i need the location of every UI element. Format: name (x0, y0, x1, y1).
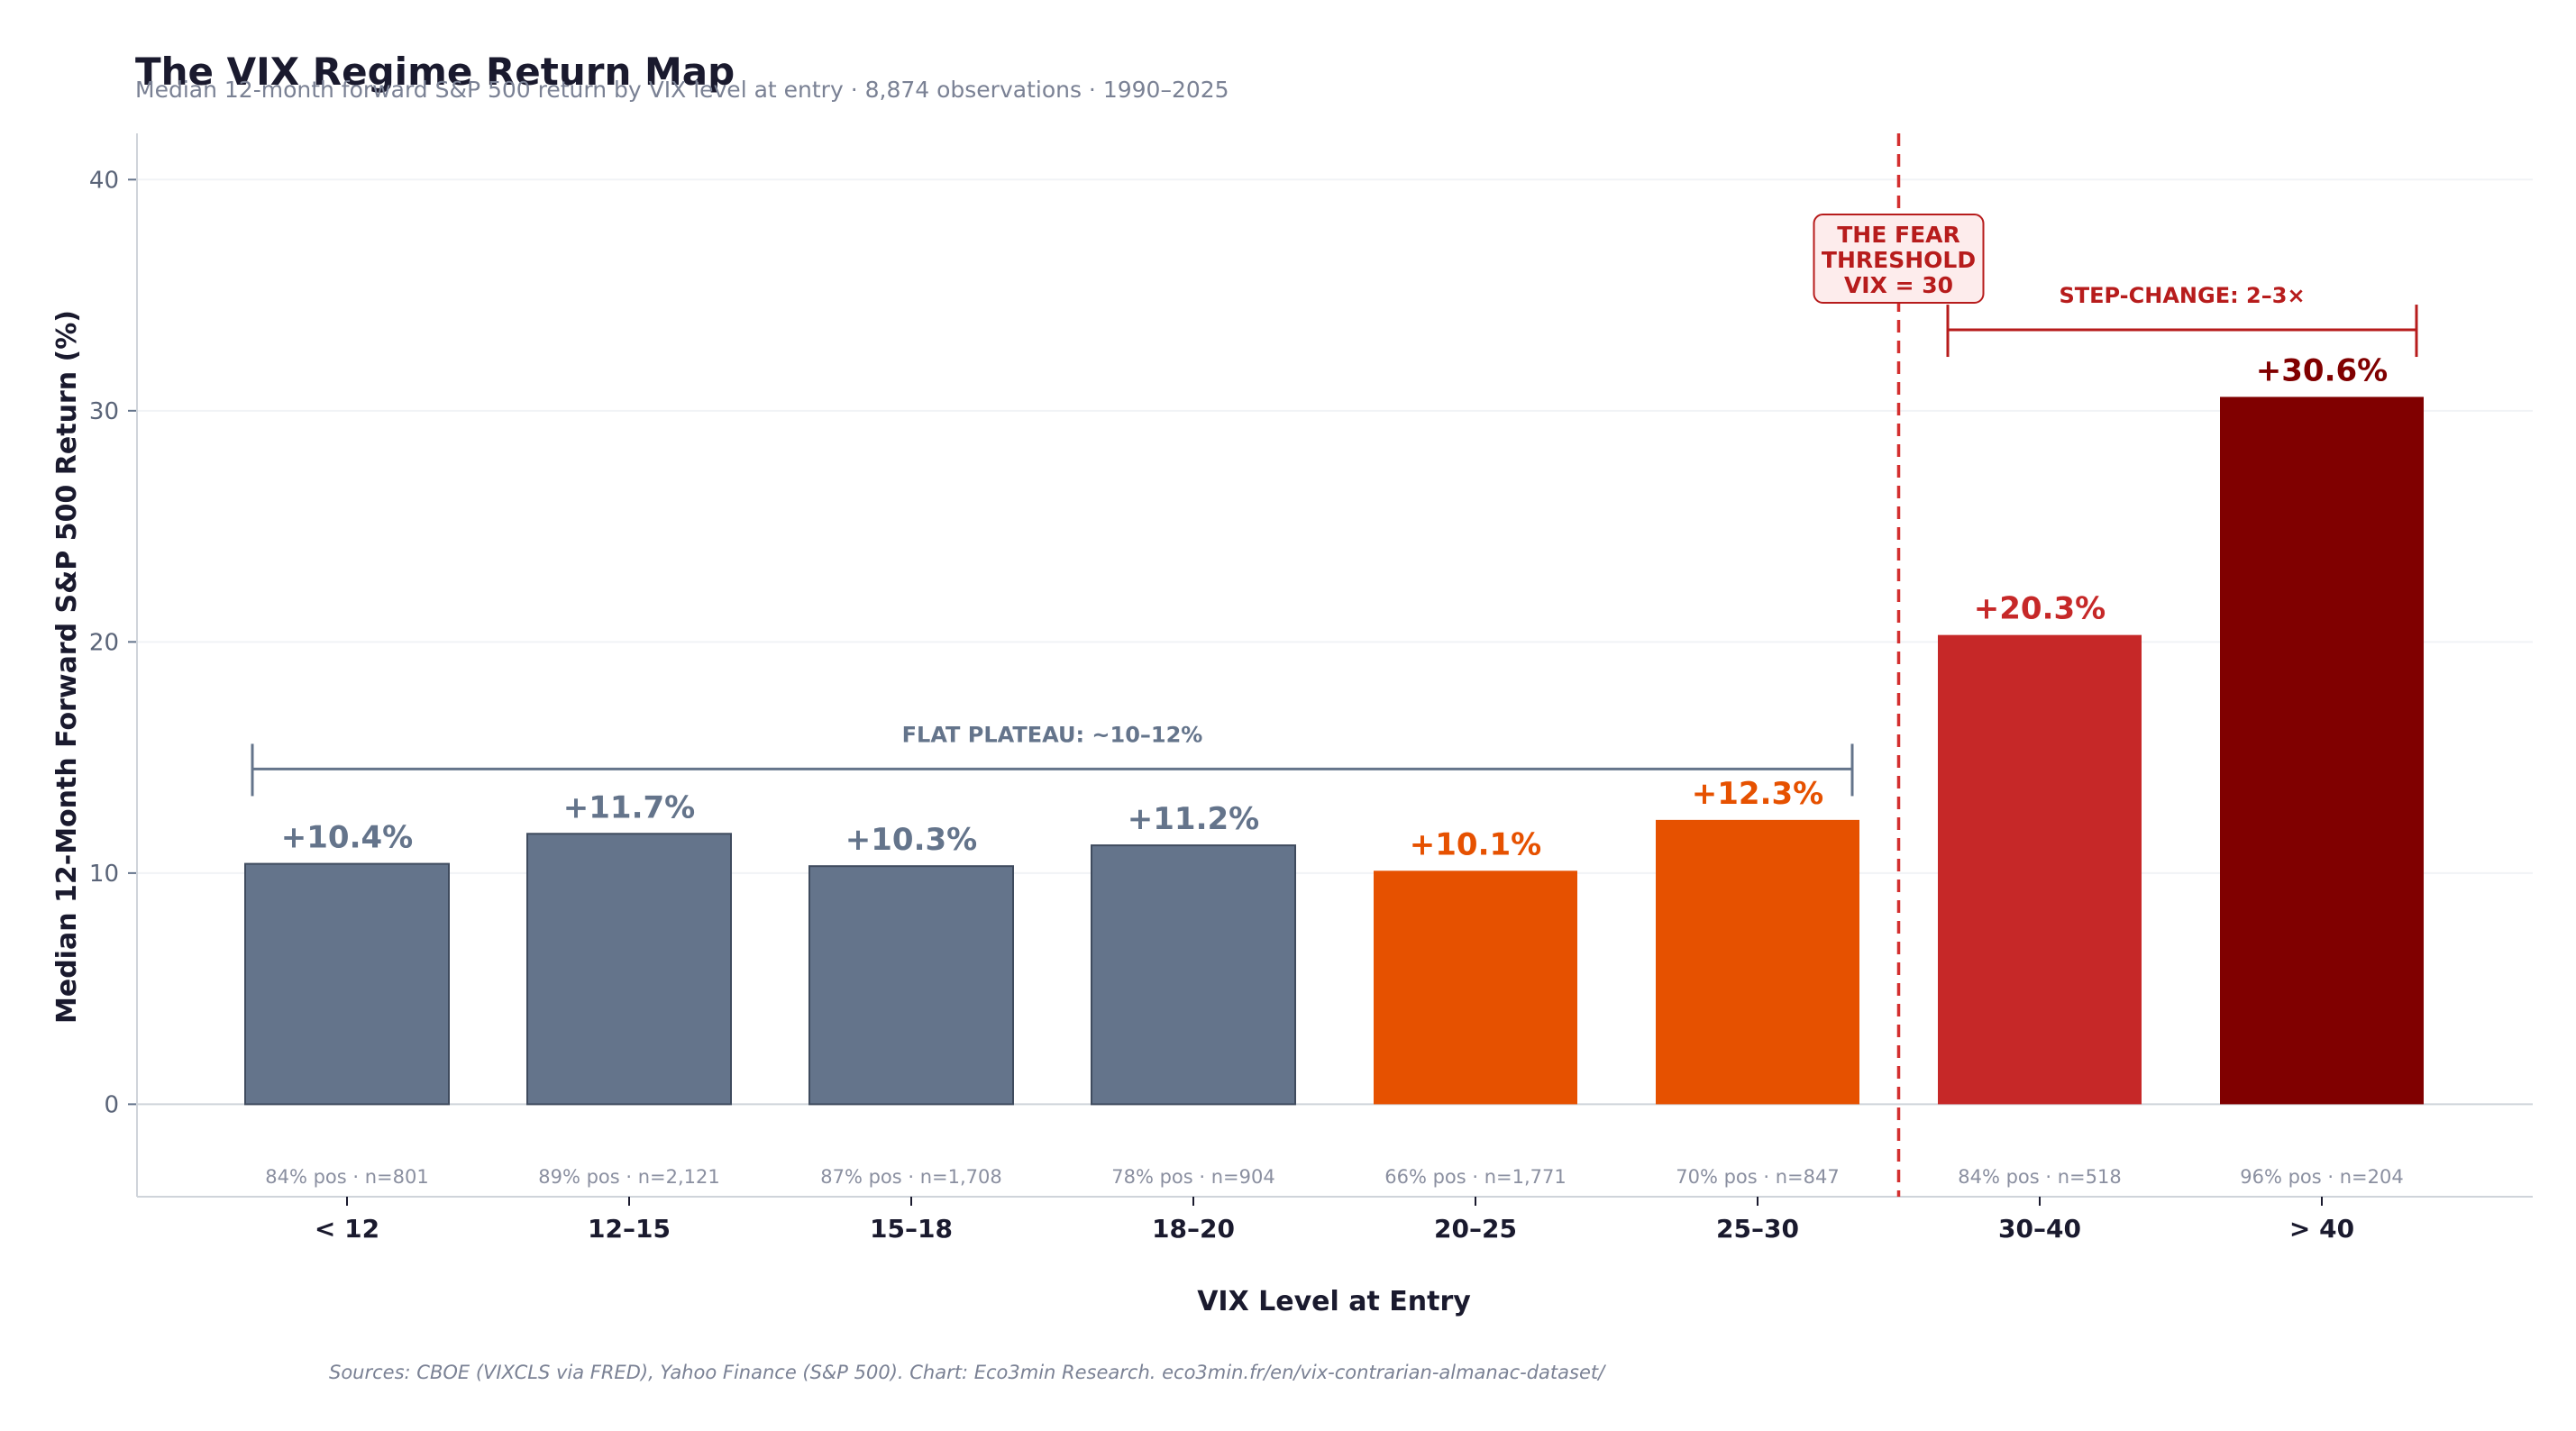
bar-value-label: +10.4% (281, 820, 413, 856)
chart-title: The VIX Regime Return Map (135, 50, 735, 94)
bar-value-label: +12.3% (1692, 776, 1823, 812)
bar-value-label: +11.2% (1128, 801, 1259, 837)
x-axis-label: VIX Level at Entry (1197, 1286, 1471, 1317)
bar-value-label: +20.3% (1974, 591, 2106, 627)
bar-6 (1656, 819, 1859, 1105)
x-tick-label: 30–40 (1998, 1214, 2081, 1244)
bar-8 (2220, 396, 2424, 1105)
sample-size-label: 78% pos · n=904 (1111, 1166, 1274, 1188)
x-tick-label: < 12 (315, 1214, 379, 1244)
threshold-label-line: THRESHOLD (1822, 247, 1976, 273)
threshold-label-box (1813, 214, 1985, 304)
bracket-label: FLAT PLATEAU: ~10–12% (902, 722, 1203, 747)
chart-subtitle: Median 12-month forward S&P 500 return b… (135, 77, 1229, 103)
y-tick-label: 0 (104, 1091, 119, 1118)
y-tick-label: 40 (89, 167, 119, 194)
bars: +10.4% 84% pos · n=801 +11.7% 89% pos · n=2… (244, 352, 2424, 1188)
sample-size-label: 87% pos · n=1,708 (820, 1166, 1002, 1188)
bar-value-label: +10.1% (1410, 826, 1541, 862)
x-tick-label: > 40 (2289, 1214, 2354, 1244)
bracket-label: STEP-CHANGE: 2–3× (2059, 283, 2305, 308)
x-tick-label: 18–20 (1152, 1214, 1235, 1244)
sample-size-label: 84% pos · n=801 (265, 1166, 428, 1188)
y-tick-label: 20 (89, 629, 119, 656)
bar-2 (526, 833, 732, 1106)
bar-3 (808, 865, 1014, 1106)
sample-size-label: 66% pos · n=1,771 (1384, 1166, 1567, 1188)
sample-size-label: 70% pos · n=847 (1676, 1166, 1839, 1188)
sample-size-label: 96% pos · n=204 (2240, 1166, 2403, 1188)
bar-5 (1374, 870, 1577, 1105)
y-tick-label: 10 (89, 861, 119, 888)
bar-value-label: +30.6% (2256, 352, 2388, 388)
y-tick-label: 30 (89, 398, 119, 425)
axes: 0 10 20 30 40 < 12 12–15 15–18 18–20 20–25 25–30 30… (89, 133, 2533, 1244)
x-tick-label: 15–18 (870, 1214, 953, 1244)
bar-1 (244, 862, 450, 1106)
sample-size-label: 84% pos · n=518 (1958, 1166, 2121, 1188)
sample-size-label: 89% pos · n=2,121 (538, 1166, 720, 1188)
bar-4 (1091, 844, 1296, 1106)
x-tick-label: 20–25 (1434, 1214, 1517, 1244)
bar-value-label: +10.3% (845, 822, 977, 858)
y-axis-label: Median 12-Month Forward S&P 500 Return (… (51, 310, 83, 1024)
threshold-label-line: VIX = 30 (1844, 272, 1953, 298)
threshold-label-line: THE FEAR (1837, 222, 1960, 248)
bar-value-label: +11.7% (563, 789, 695, 825)
source-note: Sources: CBOE (VIXCLS via FRED), Yahoo F… (329, 1362, 1606, 1383)
bar-7 (1938, 634, 2142, 1105)
x-tick-label: 12–15 (588, 1214, 671, 1244)
x-tick-label: 25–30 (1716, 1214, 1799, 1244)
